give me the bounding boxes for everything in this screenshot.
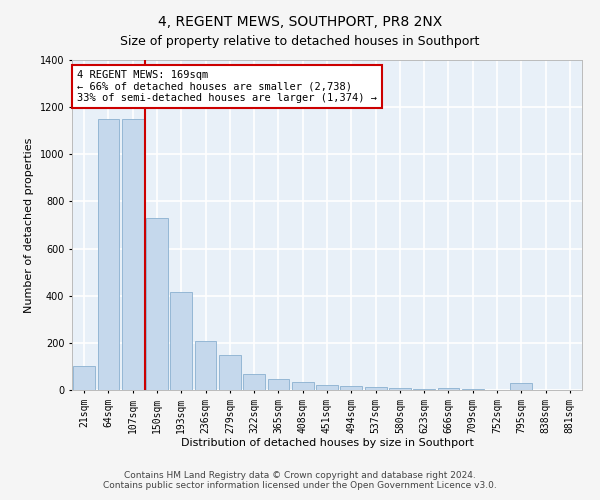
Bar [73, 366, 95, 390]
Bar [97, 119, 119, 390]
Bar [170, 292, 192, 390]
Bar [316, 385, 338, 390]
Bar [462, 389, 484, 390]
Bar [194, 340, 217, 390]
Y-axis label: Number of detached properties: Number of detached properties [24, 138, 34, 312]
Bar [219, 354, 241, 390]
Text: 4, REGENT MEWS, SOUTHPORT, PR8 2NX: 4, REGENT MEWS, SOUTHPORT, PR8 2NX [158, 15, 442, 29]
Bar [292, 382, 314, 390]
X-axis label: Distribution of detached houses by size in Southport: Distribution of detached houses by size … [181, 438, 473, 448]
Bar [268, 378, 289, 390]
Bar [243, 374, 265, 390]
Bar [122, 119, 143, 390]
Bar [389, 388, 411, 390]
Bar [413, 389, 435, 390]
Bar [365, 387, 386, 390]
Bar [146, 218, 168, 390]
Text: Contains HM Land Registry data © Crown copyright and database right 2024.
Contai: Contains HM Land Registry data © Crown c… [103, 470, 497, 490]
Bar [340, 386, 362, 390]
Text: 4 REGENT MEWS: 169sqm
← 66% of detached houses are smaller (2,738)
33% of semi-d: 4 REGENT MEWS: 169sqm ← 66% of detached … [77, 70, 377, 103]
Text: Size of property relative to detached houses in Southport: Size of property relative to detached ho… [121, 35, 479, 48]
Bar [511, 384, 532, 390]
Bar [437, 388, 460, 390]
